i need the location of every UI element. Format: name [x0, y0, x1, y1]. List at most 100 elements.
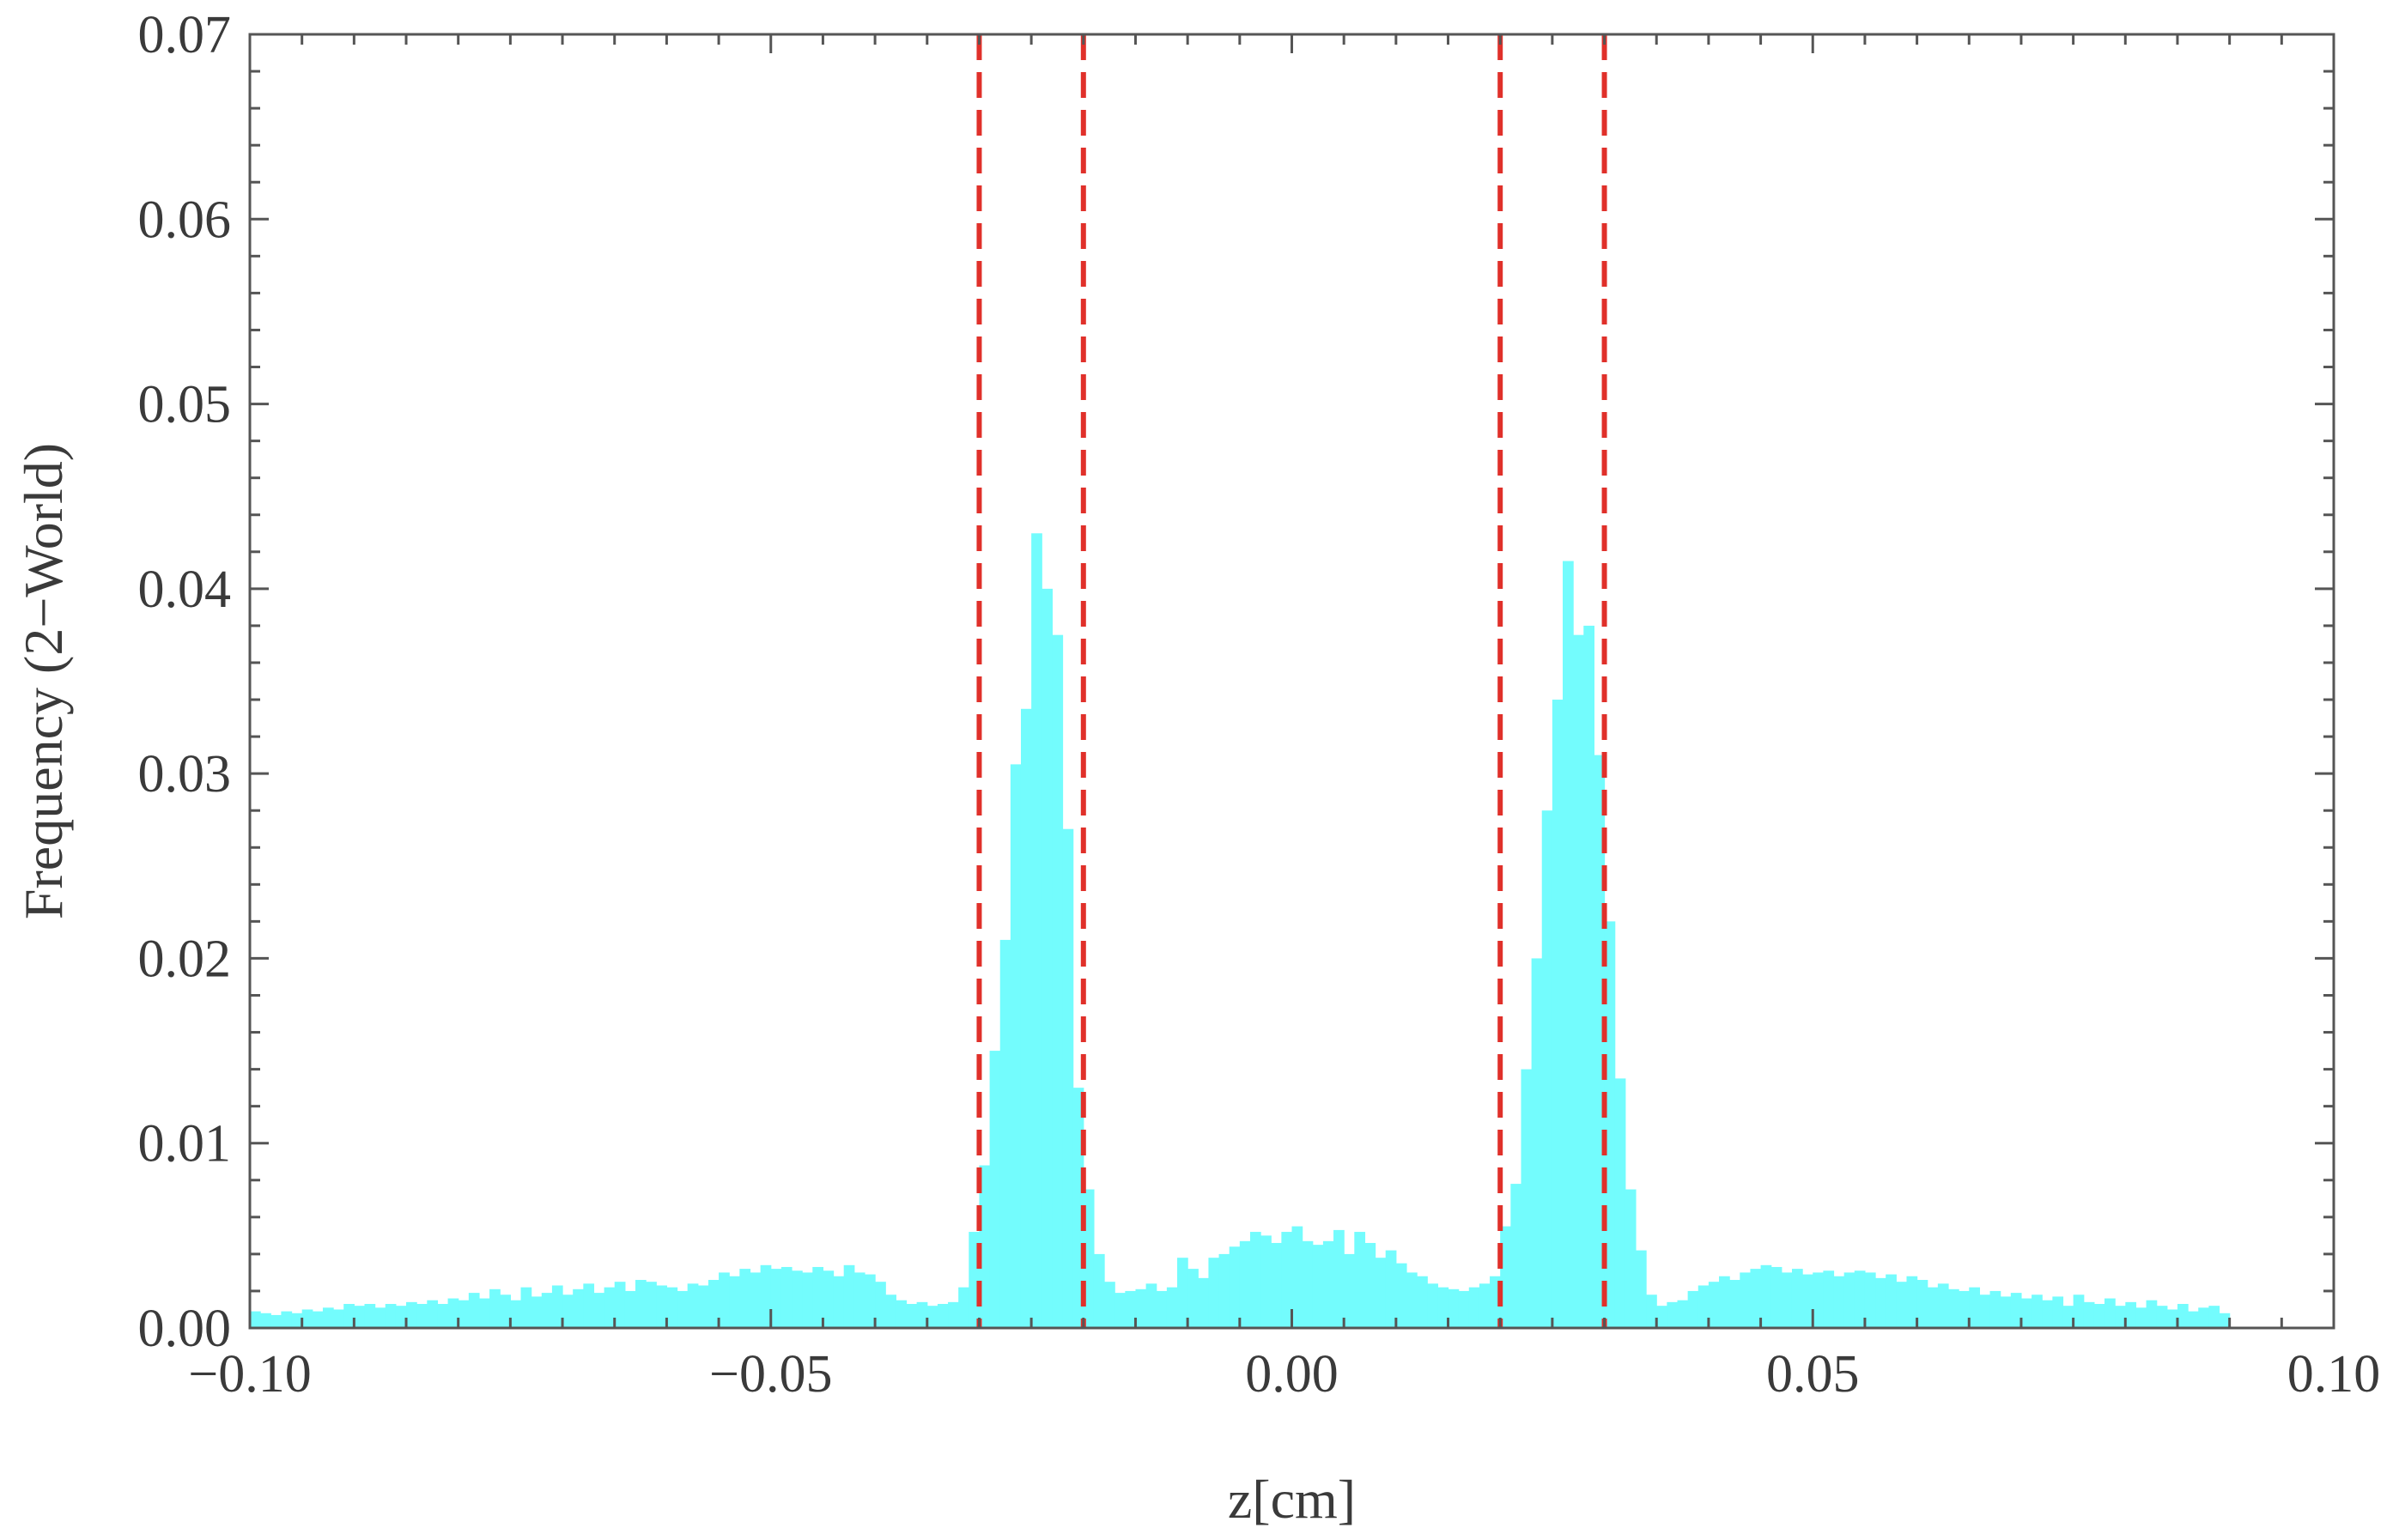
- histogram-bar: [1406, 1272, 1418, 1328]
- histogram-bar: [1531, 958, 1543, 1328]
- histogram-bar: [2093, 1304, 2105, 1328]
- histogram-bar: [1687, 1290, 1699, 1328]
- histogram-bar: [1916, 1280, 1928, 1328]
- y-tick-label: 0.04: [138, 561, 232, 619]
- histogram-bar: [864, 1274, 876, 1328]
- histogram-bar: [833, 1276, 845, 1328]
- histogram-bar: [573, 1288, 584, 1328]
- histogram-bar: [343, 1304, 355, 1328]
- histogram-bar: [437, 1304, 449, 1328]
- histogram-bar: [1312, 1245, 1324, 1328]
- histogram-bar: [364, 1304, 376, 1328]
- histogram-bar: [562, 1294, 574, 1328]
- histogram-bar: [1510, 1184, 1522, 1328]
- histogram-bar: [1437, 1287, 1449, 1328]
- histogram-bar: [1937, 1283, 1949, 1328]
- histogram-bar: [1521, 1069, 1533, 1328]
- histogram-bar: [1239, 1240, 1251, 1328]
- histogram-bar: [1875, 1277, 1886, 1328]
- histogram-bar: [1948, 1288, 1959, 1328]
- histogram-bar: [1031, 533, 1042, 1328]
- histogram-bar: [1729, 1280, 1740, 1328]
- x-tick-label: 0.10: [2287, 1345, 2381, 1404]
- histogram-bar: [291, 1313, 303, 1328]
- histogram-bar: [2166, 1309, 2178, 1328]
- histogram-bar: [541, 1293, 553, 1328]
- histogram-bar: [1770, 1266, 1783, 1328]
- histogram-bar: [1479, 1283, 1491, 1328]
- histogram-bar: [802, 1272, 813, 1328]
- histogram-bar: [906, 1304, 918, 1328]
- histogram-bar: [1104, 1282, 1115, 1328]
- histogram-bar: [1156, 1290, 1168, 1328]
- histogram-bar: [1333, 1229, 1345, 1328]
- histogram-bar: [1604, 921, 1616, 1328]
- histogram-bar: [1385, 1250, 1397, 1328]
- histogram-bar: [1698, 1285, 1710, 1328]
- histogram-bar: [1448, 1288, 1460, 1328]
- histogram-bar: [1198, 1277, 1210, 1328]
- histogram-bar: [1187, 1269, 1199, 1328]
- histogram-bar: [1896, 1282, 1908, 1328]
- histogram-bar: [354, 1306, 366, 1328]
- histogram-bar: [260, 1313, 271, 1328]
- histogram-bar: [2052, 1296, 2064, 1328]
- histogram-bar: [614, 1282, 626, 1328]
- histogram-bar: [853, 1272, 865, 1328]
- x-tick-label: 0.00: [1245, 1345, 1339, 1404]
- histogram-bar: [2146, 1300, 2158, 1328]
- y-tick-label: 0.06: [138, 191, 232, 249]
- histogram-bar: [1573, 634, 1584, 1328]
- histogram-bar: [1791, 1269, 1803, 1328]
- histogram-bar: [1322, 1240, 1334, 1328]
- histogram-bar: [1552, 700, 1564, 1328]
- histogram-bar: [583, 1283, 595, 1328]
- histogram-bar: [1344, 1253, 1355, 1328]
- histogram-bar: [1625, 1189, 1637, 1328]
- histogram-bar: [2177, 1304, 2189, 1328]
- axis-ticks: [248, 33, 2335, 1330]
- histogram-bar: [1177, 1258, 1188, 1328]
- histogram-bar: [1010, 764, 1022, 1328]
- histogram-bar: [374, 1307, 386, 1328]
- histogram-bar: [1291, 1226, 1303, 1328]
- histogram-bar: [2188, 1311, 2199, 1328]
- histogram-bar: [1833, 1276, 1845, 1328]
- histogram-bar: [885, 1294, 896, 1328]
- histogram-bar: [1145, 1283, 1157, 1328]
- histogram-bar: [719, 1272, 730, 1328]
- histogram-bar: [1864, 1272, 1876, 1328]
- x-tick-label: −0.10: [188, 1345, 311, 1404]
- histogram-bar: [2198, 1307, 2209, 1328]
- histogram-bar: [1959, 1290, 1970, 1328]
- histogram-bar: [1979, 1294, 1991, 1328]
- histogram-bar: [1719, 1276, 1730, 1328]
- histogram-bar: [1541, 810, 1553, 1328]
- histogram-bar: [416, 1304, 428, 1328]
- histogram-bar: [958, 1287, 969, 1328]
- histogram-bar: [1166, 1287, 1178, 1328]
- histogram-bar: [875, 1282, 886, 1328]
- y-tick-label: 0.05: [138, 376, 232, 434]
- histogram-bar: [322, 1307, 334, 1328]
- histogram-bar: [916, 1301, 928, 1328]
- histogram-bar: [395, 1306, 407, 1328]
- histogram-bar: [2000, 1296, 2012, 1328]
- y-axis-label: Frequency (2−World): [13, 443, 74, 919]
- histogram-bar: [760, 1264, 772, 1328]
- histogram-bar: [478, 1298, 490, 1328]
- histogram-bar: [468, 1293, 480, 1328]
- histogram-bar: [510, 1300, 522, 1328]
- histogram-bar: [1093, 1253, 1105, 1328]
- histogram-bar: [1375, 1258, 1387, 1328]
- histogram-bar: [427, 1300, 439, 1328]
- histogram-bar: [635, 1280, 647, 1328]
- histogram-bar: [780, 1266, 793, 1328]
- histogram-bar: [1364, 1242, 1376, 1328]
- histogram-bar: [1302, 1240, 1314, 1328]
- histogram-bar: [1417, 1276, 1428, 1328]
- histogram-bar: [770, 1269, 782, 1328]
- histogram-bar: [1843, 1272, 1855, 1328]
- histogram-bar: [687, 1283, 699, 1328]
